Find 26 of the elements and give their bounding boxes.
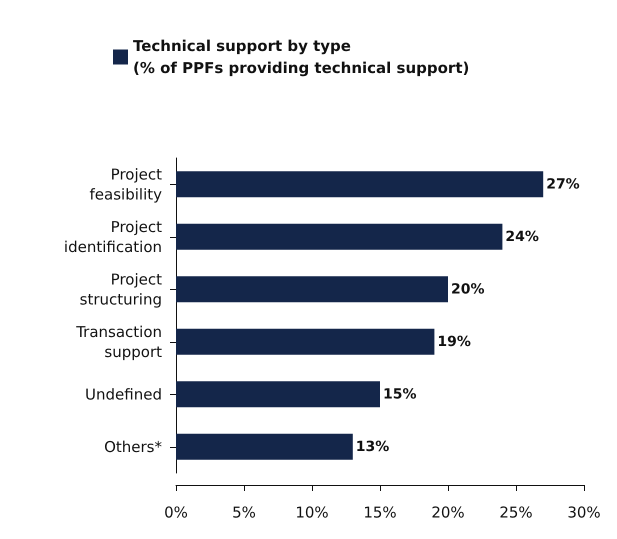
bar (176, 434, 353, 460)
data-label: 19% (437, 334, 471, 350)
x-tick-label: 20% (431, 504, 465, 522)
legend-label: Technical support by type (% of PPFs providing technical support) (133, 37, 470, 77)
x-tick-label: 0% (164, 504, 188, 522)
bar (176, 224, 502, 250)
bar (176, 276, 448, 302)
y-tick-label: Project structuring (80, 270, 162, 308)
bar (176, 171, 544, 198)
x-tick-label: 5% (232, 504, 256, 522)
data-label: 24% (505, 228, 539, 245)
x-tick-label: 25% (499, 504, 533, 522)
x-tick-label: 10% (295, 504, 329, 522)
y-tick-label: Project identification (64, 218, 162, 256)
x-tick-label: 30% (567, 504, 601, 522)
bar (176, 381, 380, 408)
data-label: 27% (546, 176, 580, 192)
data-label: 20% (451, 281, 485, 298)
y-tick-label: Transaction support (75, 322, 162, 361)
bar (176, 328, 434, 355)
data-label: 15% (383, 386, 417, 402)
data-label: 13% (356, 438, 390, 455)
y-tick-label: Others* (104, 438, 162, 456)
y-tick-label: Undefined (85, 385, 162, 404)
x-tick-label: 15% (363, 504, 397, 522)
y-tick-label: Project feasibility (90, 165, 162, 204)
